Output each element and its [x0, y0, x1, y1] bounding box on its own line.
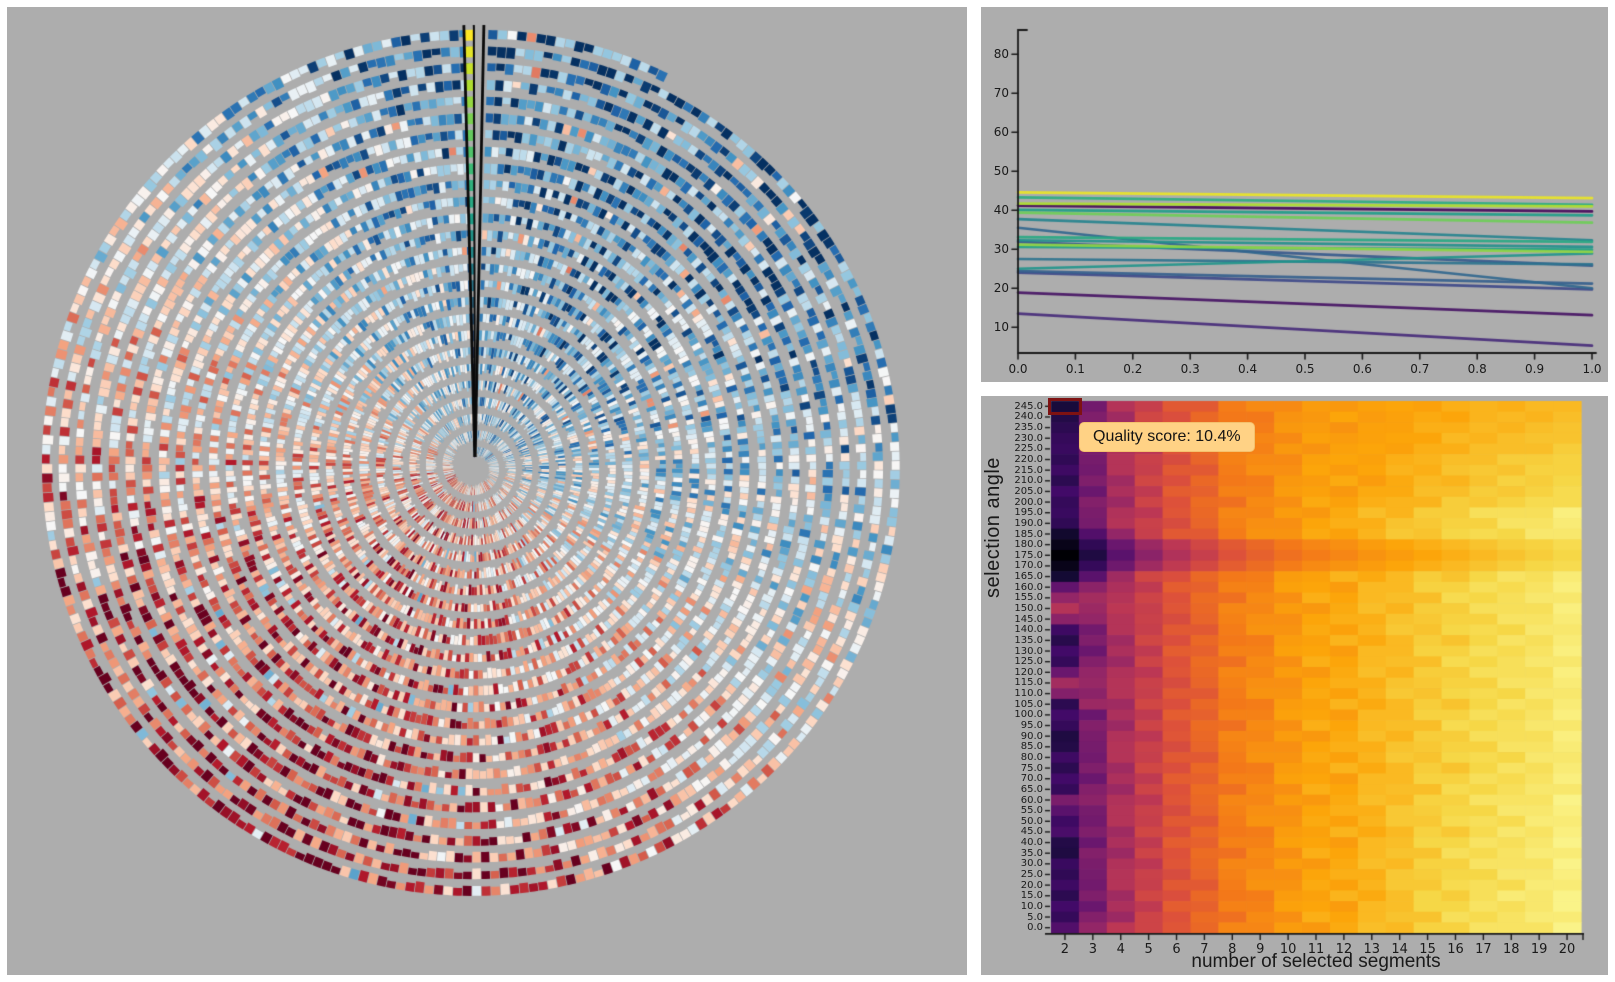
- slope-y-tick-label: 80: [993, 47, 1009, 62]
- heatmap-y-tick-label: 110.0: [1014, 688, 1043, 700]
- heatmap-panel: 245.0 240.0 235.0 230.0 225.0 220.0 215.0 210.0…: [981, 396, 1608, 975]
- heatmap-x-axis-label: number of selected segments: [1191, 951, 1441, 972]
- heatmap-y-tick-label: 150.0: [1014, 602, 1043, 614]
- slope-x-tick-label: 0.1: [1065, 362, 1085, 376]
- heatmap-y-tick-label: 190.0: [1014, 517, 1043, 529]
- slope-chart-canvas[interactable]: [981, 7, 1608, 382]
- heatmap-y-tick-label: 125.0: [1014, 656, 1043, 668]
- heatmap-y-tick-label: 175.0: [1014, 549, 1043, 561]
- heatmap-y-tick-label: 215.0: [1014, 464, 1043, 476]
- slope-y-tick-label: 70: [993, 86, 1009, 101]
- heatmap-y-tick-label: 140.0: [1014, 624, 1043, 636]
- heatmap-y-tick-label: 100.0: [1014, 709, 1043, 721]
- heatmap-x-tick-label: 3: [1088, 942, 1097, 957]
- heatmap-y-tick-label: 10.0: [1020, 900, 1043, 912]
- heatmap-x-tick-label: 12: [1335, 942, 1353, 957]
- heatmap-x-tick-label: 2: [1060, 942, 1070, 957]
- heatmap-x-tick-label: 19: [1530, 942, 1548, 957]
- heatmap-y-tick-label: 95.0: [1020, 720, 1043, 732]
- slope-x-tick-label: 0.7: [1410, 362, 1430, 376]
- heatmap-y-tick-label: 220.0: [1014, 454, 1043, 466]
- heatmap-x-tick-label: 20: [1558, 942, 1576, 957]
- line-chart-panel: 10 20 30 40 50 60 70 80 0.0 0.1 0.2 0.3 0.4 0.5 0.6 0.…: [981, 7, 1608, 382]
- heatmap-y-tick-label: 195.0: [1014, 507, 1043, 519]
- heatmap-y-tick-label: 115.0: [1014, 677, 1043, 689]
- heatmap-y-tick-label: 205.0: [1014, 485, 1043, 497]
- heatmap-y-tick-label: 170.0: [1014, 560, 1043, 572]
- heatmap-y-tick-label: 45.0: [1020, 826, 1043, 838]
- heatmap-y-tick-label: 55.0: [1020, 805, 1043, 817]
- heatmap-y-tick-label: 120.0: [1014, 666, 1043, 678]
- heatmap-y-tick-label: 165.0: [1014, 571, 1043, 583]
- heatmap-y-tick-label: 160.0: [1014, 581, 1043, 593]
- heatmap-y-tick-label: 75.0: [1020, 762, 1043, 774]
- slope-y-tick-label: 20: [993, 281, 1009, 296]
- heatmap-x-tick-label: 17: [1475, 942, 1492, 957]
- spiral-heatmap-canvas[interactable]: [7, 7, 967, 975]
- heatmap-y-tick-label: 5.0: [1027, 911, 1043, 923]
- heatmap-y-tick-label: 135.0: [1014, 634, 1043, 646]
- heatmap-y-tick-label: 90.0: [1020, 730, 1043, 742]
- quality-heatmap-canvas[interactable]: [981, 396, 1608, 975]
- heatmap-x-tick-label: 9: [1256, 942, 1265, 957]
- heatmap-y-tick-label: 210.0: [1014, 475, 1043, 487]
- spiral-plot-panel: [7, 7, 967, 975]
- slope-x-tick-label: 0.8: [1467, 362, 1487, 376]
- heatmap-y-axis-label: selection angle: [982, 457, 1004, 598]
- heatmap-y-tick-label: 235.0: [1014, 422, 1043, 434]
- heatmap-y-tick-label: 35.0: [1020, 847, 1043, 859]
- slope-x-tick-label: 0.9: [1525, 362, 1545, 376]
- slope-y-tick-label: 10: [993, 320, 1009, 335]
- heatmap-x-tick-label: 8: [1228, 942, 1237, 957]
- heatmap-x-tick-label: 7: [1200, 942, 1209, 957]
- tooltip: Quality score: 10.4%: [1079, 422, 1255, 452]
- heatmap-y-tick-label: 240.0: [1014, 411, 1043, 423]
- slope-x-tick-label: 0.2: [1123, 362, 1143, 376]
- heatmap-x-tick-label: 4: [1116, 942, 1125, 957]
- heatmap-y-tick-label: 50.0: [1020, 815, 1043, 827]
- selected-cell-outline: [1048, 398, 1082, 415]
- slope-y-tick-label: 30: [993, 242, 1009, 257]
- heatmap-y-tick-label: 65.0: [1020, 783, 1043, 795]
- heatmap-y-tick-label: 70.0: [1020, 773, 1043, 785]
- heatmap-x-tick-label: 11: [1307, 942, 1325, 957]
- slope-x-tick-label: 0.0: [1008, 362, 1028, 376]
- heatmap-x-tick-label: 5: [1144, 942, 1153, 957]
- heatmap-x-tick-label: 18: [1502, 942, 1520, 957]
- slope-x-tick-label: 1.0: [1582, 362, 1602, 376]
- heatmap-x-tick-label: 14: [1391, 942, 1408, 957]
- heatmap-y-tick-label: 25.0: [1020, 868, 1043, 880]
- slope-x-tick-label: 0.4: [1238, 362, 1258, 376]
- slope-y-tick-label: 50: [993, 164, 1009, 179]
- heatmap-y-tick-label: 20.0: [1020, 879, 1043, 891]
- heatmap-y-tick-label: 145.0: [1014, 613, 1043, 625]
- heatmap-y-tick-label: 40.0: [1020, 837, 1043, 849]
- heatmap-y-tick-label: 0.0: [1027, 922, 1043, 934]
- heatmap-y-tick-label: 130.0: [1014, 645, 1043, 657]
- heatmap-y-tick-label: 200.0: [1014, 496, 1043, 508]
- heatmap-y-tick-label: 60.0: [1020, 794, 1043, 806]
- heatmap-y-tick-label: 180.0: [1014, 539, 1043, 551]
- heatmap-y-tick-label: 245.0: [1014, 400, 1043, 412]
- heatmap-y-tick-label: 225.0: [1014, 443, 1043, 455]
- heatmap-y-tick-label: 80.0: [1020, 751, 1043, 763]
- heatmap-y-tick-label: 15.0: [1020, 890, 1043, 902]
- heatmap-x-tick-label: 13: [1363, 942, 1381, 957]
- heatmap-x-tick-label: 15: [1419, 942, 1436, 957]
- heatmap-y-tick-label: 85.0: [1020, 741, 1043, 753]
- heatmap-y-tick-label: 30.0: [1020, 858, 1043, 870]
- heatmap-x-tick-label: 10: [1279, 942, 1297, 957]
- slope-x-tick-label: 0.5: [1295, 362, 1315, 376]
- slope-x-tick-label: 0.6: [1352, 362, 1372, 376]
- heatmap-x-tick-label: 6: [1172, 942, 1181, 957]
- slope-y-tick-label: 40: [993, 203, 1009, 218]
- heatmap-y-tick-label: 105.0: [1014, 698, 1043, 710]
- heatmap-y-tick-label: 230.0: [1014, 432, 1043, 444]
- heatmap-x-tick-label: 16: [1447, 942, 1464, 957]
- heatmap-y-tick-label: 185.0: [1014, 528, 1043, 540]
- slope-y-tick-label: 60: [993, 125, 1009, 140]
- slope-x-tick-label: 0.3: [1180, 362, 1200, 376]
- heatmap-y-tick-label: 155.0: [1014, 592, 1043, 604]
